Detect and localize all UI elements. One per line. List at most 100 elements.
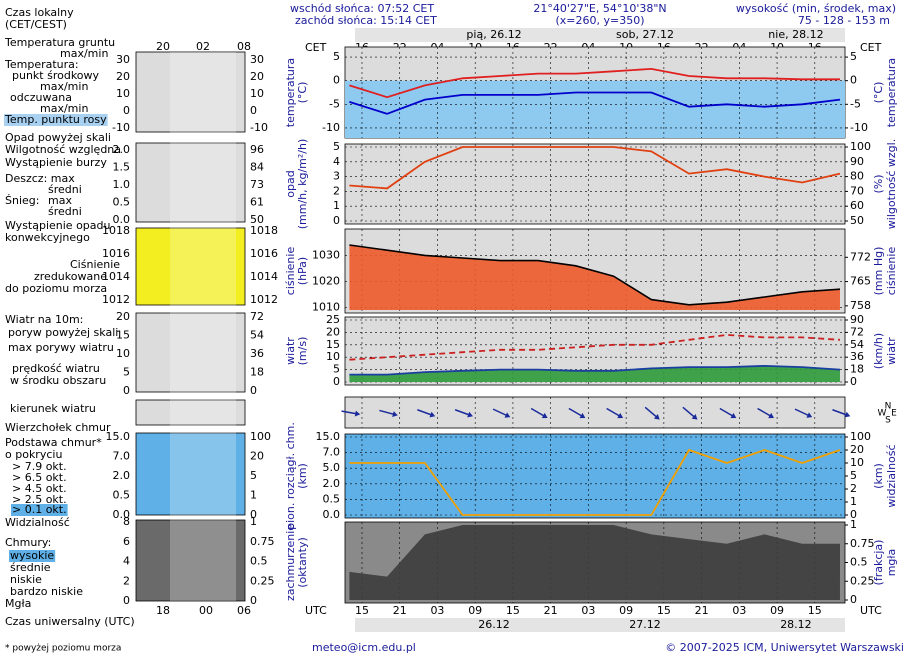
- utc-tick-label: 21: [695, 604, 709, 617]
- y-axis-label: (m/s): [296, 337, 309, 366]
- legend-label: średnie: [10, 561, 51, 574]
- legend-scale-label: 54: [250, 329, 264, 342]
- legend-scale-label: 10: [116, 347, 130, 360]
- y2-axis-label: (km): [872, 463, 885, 489]
- y-tick-label: 1030: [312, 248, 340, 261]
- time-zone-label: CET: [305, 41, 327, 54]
- legend-panel: [135, 142, 246, 223]
- y2-tick-label: -5: [850, 97, 861, 110]
- wind-arrow-head: [579, 412, 586, 419]
- wind-arrow-head: [392, 411, 398, 417]
- legend-scale-label: 15: [116, 329, 130, 342]
- legend-scale-label: 1: [250, 489, 257, 502]
- wind-arrow-head: [617, 412, 624, 419]
- coordinates: 21°40'27"E, 54°10'38"N: [533, 2, 666, 15]
- utc-tick-label: 21: [393, 604, 407, 617]
- legend-label: (CET/CEST): [5, 18, 67, 31]
- legend-scale-label: 72: [250, 310, 264, 323]
- y2-tick-label: 0: [850, 593, 857, 606]
- legend-label: konwekcyjnego: [5, 231, 90, 244]
- legend-label: Widzialność: [5, 516, 70, 529]
- legend-label: > 0.1 okt.: [12, 503, 67, 516]
- legend-label: w środku obszaru: [10, 374, 106, 387]
- wind-arrow: [341, 410, 361, 417]
- wind-arrow-head: [541, 412, 548, 419]
- legend-time-label: 00: [199, 604, 213, 617]
- y2-tick-label: 0.25: [850, 574, 875, 587]
- y-axis-label: temperatura: [284, 58, 297, 127]
- y-tick-label: 5: [333, 363, 340, 376]
- area: [349, 245, 840, 310]
- legend-scale-label: 0.0: [113, 508, 131, 521]
- legend-label: Śnieg:: [5, 194, 39, 207]
- legend-panel: [135, 519, 246, 602]
- y-axis-label: (mm/h, kg/m²/h): [296, 139, 309, 230]
- y-tick-label: 10: [326, 350, 340, 363]
- y2-tick-label: 20: [850, 443, 864, 456]
- legend-scale-label: 84: [250, 161, 264, 174]
- legend-label: > 2.5 okt.: [12, 493, 67, 506]
- y-tick-label: 0: [333, 74, 340, 87]
- legend-scale-label: 1014: [250, 270, 278, 283]
- utc-tick-label: 21: [544, 604, 558, 617]
- date-band: [355, 618, 845, 632]
- legend-scale-label: 0.25: [250, 574, 275, 587]
- y2-axis-label: temperatura: [885, 58, 898, 127]
- y2-tick-label: 80: [850, 170, 864, 183]
- legend-time-label: 20: [156, 40, 170, 53]
- y2-tick-label: 0.75: [850, 537, 875, 550]
- legend-label: > 4.5 okt.: [12, 482, 67, 495]
- time-zone-label: UTC: [860, 604, 882, 617]
- legend-scale-label: -10: [250, 121, 268, 134]
- legend-scale-label: -10: [112, 121, 130, 134]
- legend-scale-label: 6: [123, 535, 130, 548]
- y2-tick-label: 2: [850, 482, 857, 495]
- legend-panel: [135, 227, 246, 306]
- legend-scale-label: 0.5: [113, 196, 131, 209]
- legend-label: max porywy wiatru: [8, 341, 114, 354]
- y2-tick-label: -10: [850, 121, 868, 134]
- legend-label: Podstawa chmur*: [5, 436, 102, 449]
- legend-label: bardzo niskie: [10, 585, 83, 598]
- legend-scale-label: 73: [250, 178, 264, 191]
- legend-label: poryw powyżej skali: [8, 326, 118, 339]
- legend-label: Czas lokalny: [5, 6, 74, 19]
- y-tick-label: -5: [329, 97, 340, 110]
- y-axis-label: (hPa): [296, 257, 309, 285]
- y-axis-label: ciśnienie: [284, 247, 297, 296]
- legend-scale-label: 0: [250, 508, 257, 521]
- y-tick-label: 15.0: [316, 430, 341, 443]
- wind-arrow: [379, 409, 398, 417]
- legend-label: Wilgotność względna: [5, 143, 121, 156]
- y-tick-label: 4: [333, 155, 340, 168]
- y2-tick-label: 5: [850, 50, 857, 63]
- wind-arrow-head: [504, 412, 511, 418]
- legend-label: max: [48, 194, 72, 207]
- line: [349, 67, 840, 99]
- legend-scale-label: 5: [123, 366, 130, 379]
- legend-label: * powyżej poziomu morza: [5, 644, 121, 654]
- legend-label: Temperatura gruntu: [4, 36, 115, 49]
- y2-axis-label: (mm Hg): [872, 247, 885, 296]
- legend-scale-label: 1012: [102, 293, 130, 306]
- line: [349, 146, 841, 190]
- wind-arrow: [492, 408, 511, 418]
- copyright: © 2007-2025 ICM, Uniwersytet Warszawski: [665, 641, 904, 654]
- legend-label: Wierzchołek chmur: [5, 421, 111, 434]
- y2-axis-label: wiatr: [885, 337, 898, 365]
- y-tick-label: 0: [333, 375, 340, 388]
- legend-panel: [135, 399, 246, 426]
- legend-panel: [135, 312, 246, 393]
- wind-arrow-shaft: [454, 409, 471, 416]
- line: [349, 448, 841, 516]
- legend-scale-label: 10: [116, 87, 130, 100]
- date-label: 28.12: [780, 618, 812, 631]
- legend-label: max/min: [60, 47, 108, 60]
- y-tick-label: 0.5: [323, 492, 341, 505]
- legend-label: średni: [48, 183, 82, 196]
- y2-axis-label: wilgotność wzgl.: [885, 139, 898, 229]
- utc-tick-label: 03: [430, 604, 444, 617]
- legend-scale-label: 1016: [250, 247, 278, 260]
- wind-arrow: [719, 407, 737, 419]
- legend-time-label: 18: [156, 604, 170, 617]
